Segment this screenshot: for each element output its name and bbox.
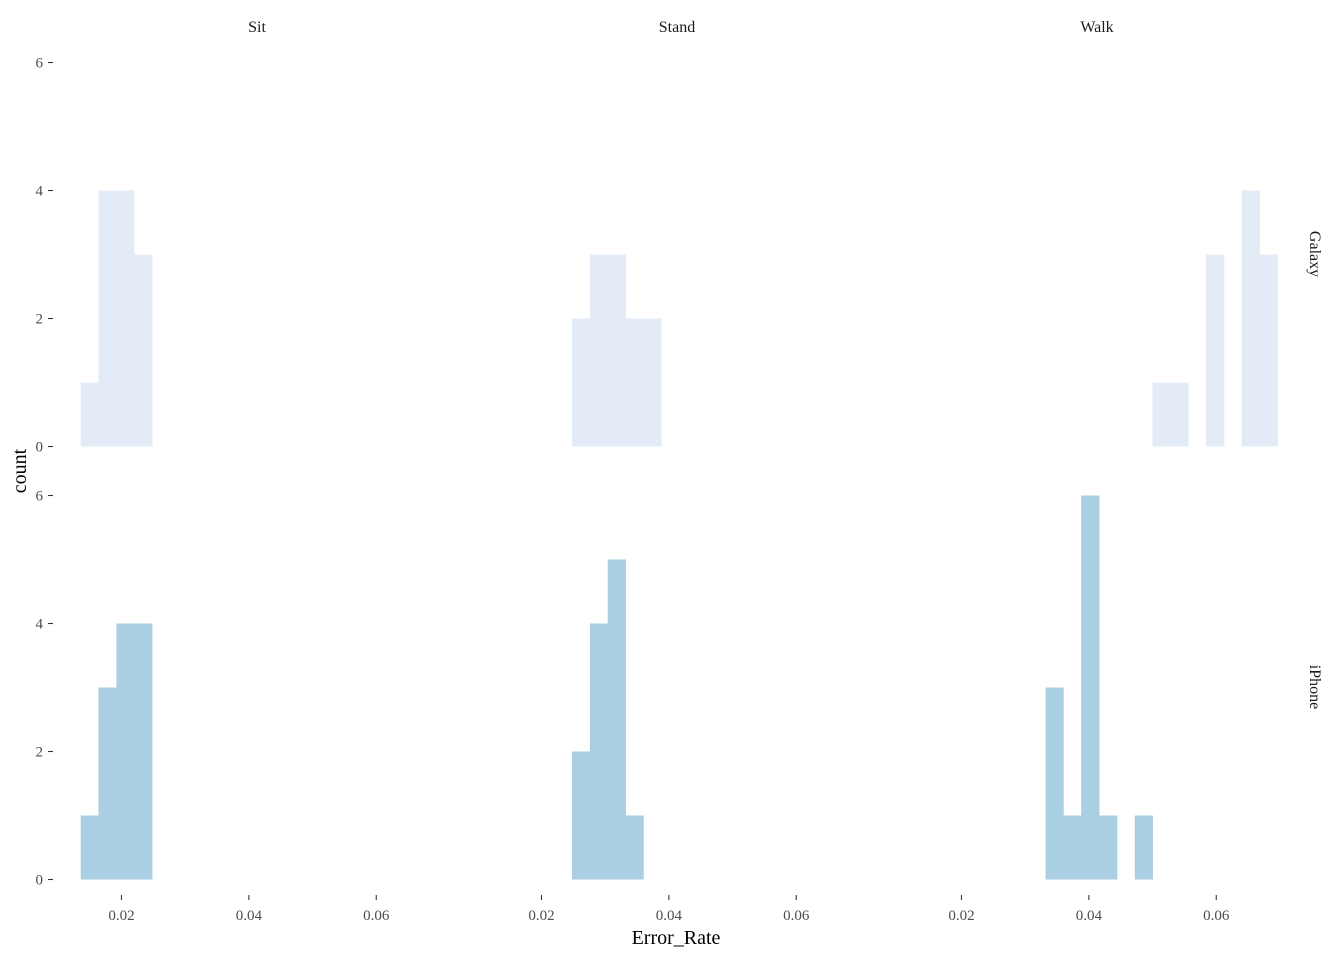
x-tick-label: 0.04 — [656, 908, 683, 924]
panel-galaxy-stand — [572, 254, 662, 447]
y-axis-title: count — [9, 448, 31, 493]
x-tick-label: 0.06 — [363, 908, 390, 924]
x-tick-label: 0.06 — [1203, 908, 1230, 924]
histogram-bar — [1241, 190, 1260, 447]
x-axis-title: Error_Rate — [632, 927, 721, 949]
histogram-bar — [1152, 382, 1171, 447]
strip-label-iphone: iPhone — [1306, 665, 1323, 709]
y-axis-galaxy: 0 2 4 6 — [36, 56, 53, 456]
strip-label-stand: Stand — [659, 19, 695, 36]
row-strip-labels: Galaxy iPhone — [1306, 231, 1323, 709]
x-axis-walk: 0.02 0.04 0.06 — [948, 895, 1230, 924]
histogram-bar — [1045, 687, 1064, 880]
x-tick-label: 0.02 — [108, 908, 134, 924]
histogram-bar — [1099, 815, 1118, 880]
histogram-bar — [1081, 495, 1100, 880]
panel-galaxy-sit — [80, 190, 153, 447]
histogram-bar — [98, 190, 117, 447]
histogram-bar — [98, 687, 117, 880]
x-axis-stand: 0.02 0.04 0.06 — [528, 895, 810, 924]
y-tick-label: 4 — [36, 617, 44, 633]
x-axes: 0.02 0.04 0.06 0.02 0.04 0.06 0.02 0.04 0.06 — [108, 895, 1230, 924]
x-tick-label: 0.04 — [1076, 908, 1103, 924]
x-tick-label: 0.02 — [948, 908, 974, 924]
x-tick-label: 0.02 — [528, 908, 554, 924]
strip-label-galaxy: Galaxy — [1306, 231, 1323, 277]
histogram-bar — [607, 559, 626, 880]
y-tick-label: 0 — [36, 873, 44, 889]
histogram-bar — [1063, 815, 1082, 880]
y-tick-label: 2 — [36, 745, 44, 761]
y-tick-label: 2 — [36, 312, 44, 328]
column-strip-labels: Sit Stand Walk — [248, 19, 1114, 36]
y-tick-label: 6 — [36, 489, 44, 505]
strip-label-walk: Walk — [1080, 19, 1113, 36]
histogram-bar — [134, 254, 153, 447]
y-tick-label: 4 — [36, 184, 44, 200]
histogram-bar — [1170, 382, 1189, 447]
x-axis-sit: 0.02 0.04 0.06 — [108, 895, 390, 924]
panel-iphone-stand — [572, 559, 644, 880]
histogram-bar — [80, 382, 99, 447]
histogram-bar — [134, 623, 153, 880]
y-tick-label: 6 — [36, 56, 44, 72]
histogram-bar — [589, 623, 609, 880]
histogram-bar — [625, 815, 644, 880]
panels — [80, 190, 1278, 880]
histogram-bar — [80, 815, 99, 880]
histogram-bar — [625, 318, 644, 447]
y-tick-label: 0 — [36, 440, 44, 456]
histogram-bar — [116, 190, 135, 447]
x-tick-label: 0.06 — [783, 908, 810, 924]
histogram-bar — [607, 254, 626, 447]
histogram-bar — [116, 623, 135, 880]
histogram-bar — [1206, 254, 1225, 447]
histogram-bar — [1259, 254, 1278, 447]
y-axis-iphone: 0 2 4 6 — [36, 489, 53, 889]
panel-iphone-sit — [80, 623, 153, 880]
histogram-bar — [572, 751, 591, 880]
y-axes: 0 2 4 6 0 2 4 6 — [36, 56, 53, 889]
histogram-bar — [572, 318, 591, 447]
x-tick-label: 0.04 — [236, 908, 263, 924]
panel-iphone-walk — [1045, 495, 1153, 880]
histogram-bar — [589, 254, 609, 447]
panel-galaxy-walk — [1152, 190, 1278, 447]
histogram-bar — [643, 318, 662, 447]
strip-label-sit: Sit — [248, 19, 266, 36]
histogram-bar — [1134, 815, 1153, 880]
